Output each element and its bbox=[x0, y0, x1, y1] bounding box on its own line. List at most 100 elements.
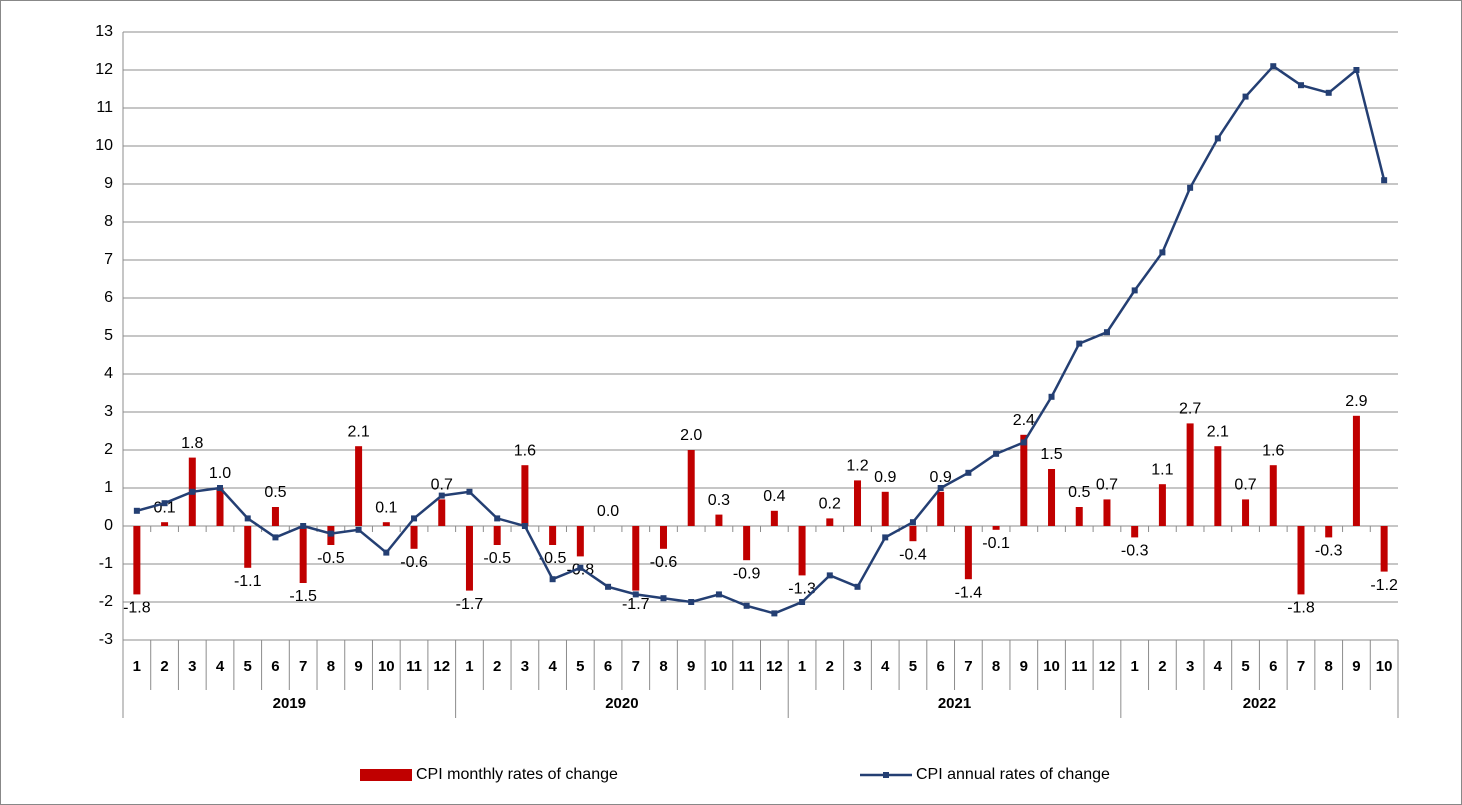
bar bbox=[909, 526, 917, 542]
bar bbox=[410, 526, 418, 549]
data-label: -1.8 bbox=[1287, 600, 1315, 617]
line-marker bbox=[383, 549, 390, 556]
line-marker bbox=[1270, 63, 1277, 70]
data-label: -0.6 bbox=[400, 554, 428, 571]
line-marker bbox=[1103, 329, 1110, 336]
x-tick-label: 2 bbox=[160, 658, 168, 675]
bar bbox=[271, 507, 279, 526]
bar bbox=[743, 526, 751, 561]
data-label: 2.1 bbox=[1207, 423, 1229, 440]
bar bbox=[937, 491, 945, 526]
y-tick-label: 13 bbox=[95, 23, 113, 40]
data-label: 0.1 bbox=[375, 499, 397, 516]
data-label: 1.6 bbox=[514, 442, 536, 459]
x-group-label: 2022 bbox=[1243, 695, 1276, 712]
bar bbox=[493, 526, 501, 545]
data-label: 0.9 bbox=[874, 469, 896, 486]
x-tick-label: 6 bbox=[1269, 658, 1277, 675]
data-label: -0.3 bbox=[1121, 543, 1149, 560]
line-marker bbox=[161, 500, 168, 507]
line-marker bbox=[1297, 82, 1304, 89]
x-tick-label: 10 bbox=[1043, 658, 1060, 675]
line-marker bbox=[771, 610, 778, 617]
x-tick-label: 9 bbox=[354, 658, 362, 675]
line-marker bbox=[244, 515, 251, 522]
y-tick-label: 0 bbox=[104, 517, 113, 534]
x-tick-label: 2 bbox=[1158, 658, 1166, 675]
data-label: -0.5 bbox=[539, 550, 567, 567]
line-marker bbox=[189, 488, 196, 495]
bar bbox=[1131, 526, 1139, 538]
line-marker bbox=[909, 519, 916, 526]
x-tick-label: 8 bbox=[1325, 658, 1333, 675]
data-label: 1.6 bbox=[1262, 442, 1284, 459]
x-tick-label: 6 bbox=[604, 658, 612, 675]
line-marker bbox=[660, 595, 667, 602]
y-tick-label: 3 bbox=[104, 403, 113, 420]
line-marker bbox=[1048, 393, 1055, 400]
bar bbox=[244, 526, 252, 568]
line-marker bbox=[494, 515, 501, 522]
line-marker bbox=[1214, 135, 1221, 142]
x-tick-label: 7 bbox=[632, 658, 640, 675]
line-marker bbox=[133, 507, 140, 514]
y-tick-label: 9 bbox=[104, 175, 113, 192]
line-marker bbox=[272, 534, 279, 541]
data-label: -1.1 bbox=[234, 573, 262, 590]
y-tick-label: 2 bbox=[104, 441, 113, 458]
x-tick-label: 5 bbox=[576, 658, 584, 675]
bar bbox=[992, 526, 1000, 530]
line-marker bbox=[1076, 340, 1083, 347]
bar bbox=[826, 518, 834, 526]
x-tick-label: 5 bbox=[244, 658, 252, 675]
data-label: 0.7 bbox=[431, 477, 453, 494]
bar bbox=[854, 480, 862, 526]
x-tick-label: 12 bbox=[766, 658, 783, 675]
data-label: -0.1 bbox=[982, 535, 1010, 552]
x-tick-label: 3 bbox=[1186, 658, 1194, 675]
bar bbox=[1380, 526, 1388, 572]
x-tick-label: 4 bbox=[881, 658, 890, 675]
bar bbox=[549, 526, 557, 545]
x-tick-label: 11 bbox=[406, 658, 422, 675]
line-marker bbox=[411, 515, 418, 522]
bar bbox=[1186, 423, 1194, 526]
line-marker bbox=[1187, 184, 1194, 191]
bar bbox=[1297, 526, 1305, 595]
x-tick-label: 11 bbox=[1071, 658, 1087, 675]
x-tick-label: 6 bbox=[936, 658, 944, 675]
x-tick-label: 10 bbox=[1376, 658, 1393, 675]
bar bbox=[1020, 434, 1028, 526]
line-marker bbox=[854, 583, 861, 590]
bar bbox=[576, 526, 584, 557]
x-tick-label: 9 bbox=[687, 658, 695, 675]
x-tick-label: 7 bbox=[1297, 658, 1305, 675]
y-tick-label: -3 bbox=[99, 631, 113, 648]
line-marker bbox=[882, 534, 889, 541]
bar bbox=[798, 526, 806, 576]
x-tick-label: 1 bbox=[133, 658, 141, 675]
line-marker bbox=[327, 530, 334, 537]
data-label: 2.0 bbox=[680, 427, 702, 444]
data-label: 1.0 bbox=[209, 465, 231, 482]
data-label: 2.4 bbox=[1013, 412, 1035, 429]
line-marker bbox=[577, 564, 584, 571]
line-marker bbox=[688, 599, 695, 605]
data-label: 0.5 bbox=[264, 484, 286, 501]
data-label: -1.7 bbox=[456, 596, 484, 613]
bar bbox=[355, 446, 363, 526]
line-marker bbox=[355, 526, 362, 533]
x-tick-label: 3 bbox=[521, 658, 529, 675]
data-label: -0.9 bbox=[733, 565, 761, 582]
data-label: -1.2 bbox=[1370, 577, 1398, 594]
x-tick-label: 1 bbox=[798, 658, 806, 675]
x-tick-label: 3 bbox=[853, 658, 861, 675]
x-tick-label: 8 bbox=[992, 658, 1000, 675]
y-tick-label: 1 bbox=[104, 479, 113, 496]
y-tick-label: 8 bbox=[104, 213, 113, 230]
y-tick-label: 4 bbox=[104, 365, 113, 382]
line-marker bbox=[632, 591, 639, 598]
x-tick-label: 8 bbox=[327, 658, 335, 675]
bar bbox=[632, 526, 640, 591]
